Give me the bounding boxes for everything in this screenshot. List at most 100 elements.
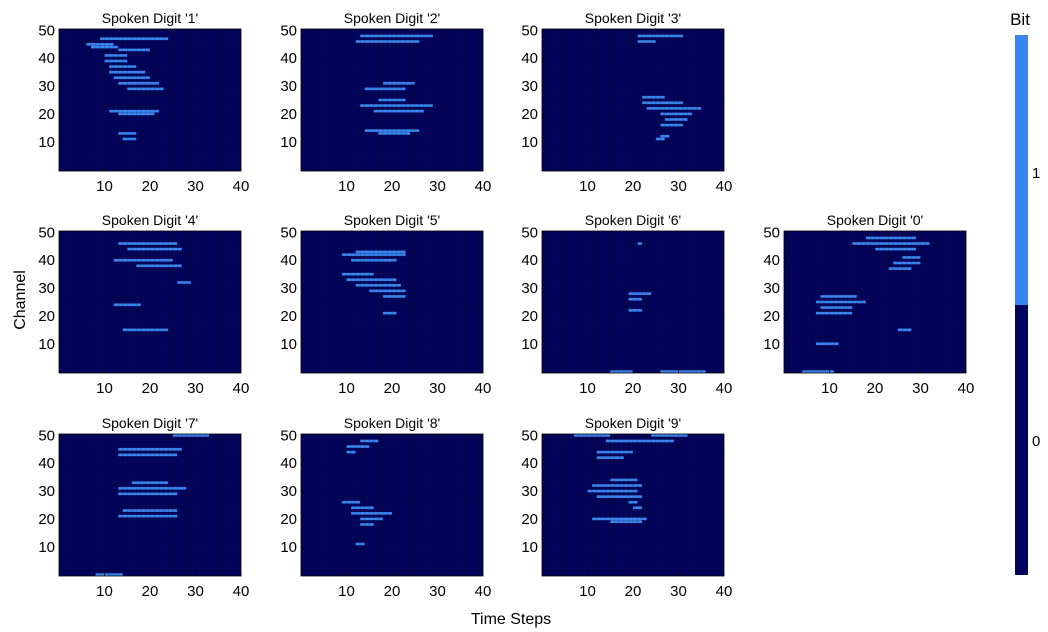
heatmap-panel: Spoken Digit '1' 10 20 30 40 10 20 30 40 50 xyxy=(38,10,249,195)
x-tick-label: 40 xyxy=(233,380,250,397)
heatmap-grid xyxy=(59,29,241,171)
y-tick-label: 20 xyxy=(763,308,780,325)
active-cell-run xyxy=(596,495,643,499)
panel-title: Spoken Digit '5' xyxy=(344,212,440,228)
x-tick-label: 40 xyxy=(233,583,250,600)
heatmap-grid xyxy=(542,434,724,576)
active-cell-run xyxy=(573,434,611,437)
x-tick-label: 40 xyxy=(716,583,733,600)
y-tick-label: 10 xyxy=(38,336,55,353)
y-tick-label: 40 xyxy=(38,252,55,269)
y-tick-label: 30 xyxy=(280,78,297,95)
active-cell-run xyxy=(351,258,397,262)
x-tick-label: 20 xyxy=(142,178,159,195)
x-tick-label: 30 xyxy=(670,380,687,397)
x-tick-label: 10 xyxy=(579,178,596,195)
active-cell-run xyxy=(86,42,114,46)
panel-title: Spoken Digit '0' xyxy=(827,212,923,228)
active-cell-run xyxy=(815,342,839,346)
x-tick-label: 20 xyxy=(867,380,884,397)
y-tick-label: 20 xyxy=(521,308,538,325)
active-cell-run xyxy=(127,247,182,251)
y-tick-label: 40 xyxy=(280,50,297,67)
heatmap-background xyxy=(784,231,966,373)
active-cell-run xyxy=(637,34,684,38)
y-tick-label: 20 xyxy=(280,308,297,325)
x-tick-label: 30 xyxy=(429,178,446,195)
x-tick-label: 20 xyxy=(384,380,401,397)
x-tick-label: 20 xyxy=(142,583,159,600)
heatmap-background xyxy=(542,29,724,171)
heatmap-grid xyxy=(784,231,966,373)
active-cell-run xyxy=(628,308,643,312)
y-tick-label: 30 xyxy=(38,280,55,297)
active-cell-run xyxy=(802,370,835,373)
y-tick-label: 20 xyxy=(280,106,297,123)
heatmap-panel: Spoken Digit '6' 10 20 30 40 10 20 30 40 50 xyxy=(521,212,732,397)
x-tick-label: 30 xyxy=(670,178,687,195)
x-tick-label: 30 xyxy=(187,178,204,195)
active-cell-run xyxy=(341,500,361,504)
active-cell-run xyxy=(99,37,169,41)
active-cell-run xyxy=(113,303,141,307)
y-tick-label: 10 xyxy=(763,336,780,353)
heatmap-grid xyxy=(301,434,483,576)
active-cell-run xyxy=(351,506,374,510)
y-tick-label: 40 xyxy=(280,455,297,472)
y-tick-label: 20 xyxy=(38,308,55,325)
x-tick-label: 40 xyxy=(475,178,492,195)
y-tick-label: 30 xyxy=(521,483,538,500)
active-cell-run xyxy=(378,98,406,102)
active-cell-run xyxy=(587,489,638,493)
active-cell-run xyxy=(592,484,643,487)
colorbar-title: Bit xyxy=(1010,10,1030,29)
active-cell-run xyxy=(660,370,706,373)
active-cell-run xyxy=(95,573,123,576)
x-tick-label: 30 xyxy=(429,380,446,397)
heatmap-grid xyxy=(301,231,483,373)
heatmap-panel: Spoken Digit '8' 10 20 30 40 10 20 30 40 50 xyxy=(280,415,491,600)
active-cell-run xyxy=(596,456,624,460)
y-tick-label: 10 xyxy=(38,539,55,556)
panel-title: Spoken Digit '6' xyxy=(585,212,681,228)
active-cell-run xyxy=(177,281,191,284)
x-tick-label: 40 xyxy=(475,583,492,600)
x-tick-label: 10 xyxy=(96,583,113,600)
x-tick-label: 10 xyxy=(96,380,113,397)
active-cell-run xyxy=(820,306,853,309)
y-tick-label: 40 xyxy=(521,252,538,269)
active-cell-run xyxy=(820,295,857,298)
active-cell-run xyxy=(122,328,169,332)
active-cell-run xyxy=(346,445,370,448)
x-tick-label: 30 xyxy=(187,380,204,397)
active-cell-run xyxy=(355,283,402,287)
active-cell-run xyxy=(596,450,633,454)
y-tick-label: 30 xyxy=(280,280,297,297)
y-tick-label: 20 xyxy=(521,106,538,123)
x-axis-label: Time Steps xyxy=(471,611,551,628)
heatmap-panel: Spoken Digit '5' 10 20 30 40 10 20 30 40 50 xyxy=(280,212,491,397)
active-cell-run xyxy=(382,81,415,85)
active-cell-run xyxy=(592,517,647,521)
active-cell-run xyxy=(651,434,688,437)
active-cell-run xyxy=(360,34,433,38)
active-cell-run xyxy=(660,112,693,116)
active-cell-run xyxy=(865,236,916,240)
active-cell-run xyxy=(122,509,178,512)
heatmap-background xyxy=(59,29,241,171)
y-tick-label: 40 xyxy=(521,50,538,67)
active-cell-run xyxy=(610,520,643,524)
active-cell-run xyxy=(109,109,160,113)
x-tick-label: 10 xyxy=(338,178,355,195)
active-cell-run xyxy=(109,65,137,68)
x-tick-label: 10 xyxy=(338,380,355,397)
x-tick-label: 20 xyxy=(142,380,159,397)
y-tick-label: 50 xyxy=(521,224,538,241)
y-tick-label: 50 xyxy=(280,224,297,241)
active-cell-run xyxy=(118,486,187,490)
heatmap-panel: Spoken Digit '0' 10 20 30 40 10 20 30 40 50 xyxy=(763,212,974,397)
heatmap-panel: Spoken Digit '4' 10 20 30 40 10 20 30 40 50 xyxy=(38,212,249,397)
active-cell-run xyxy=(104,59,128,63)
active-cell-run xyxy=(136,264,182,268)
